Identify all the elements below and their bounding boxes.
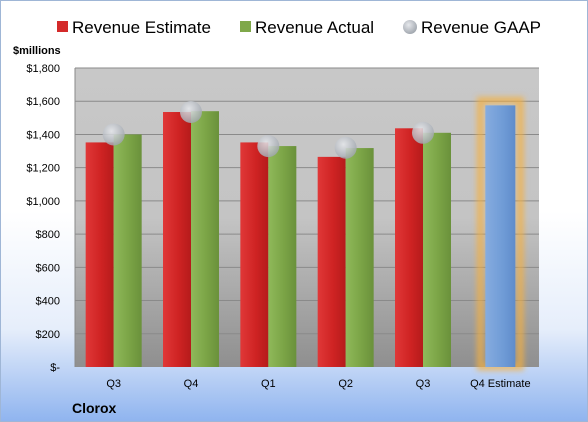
bars bbox=[85, 96, 524, 371]
x-tick-label: Q1 bbox=[261, 378, 276, 390]
x-axis: Q3 Q4 Q1 Q2 Q3 Q4 Estimate bbox=[106, 378, 530, 390]
legend-swatch-estimate bbox=[57, 21, 68, 32]
bar-revenue-actual bbox=[268, 146, 297, 367]
y-tick-label: $- bbox=[50, 362, 60, 374]
company-label: Clorox bbox=[72, 400, 117, 416]
legend-swatch-actual bbox=[240, 21, 251, 32]
x-tick-label: Q3 bbox=[416, 378, 431, 390]
y-axis: $- $200 $400 $600 $800 $1,000 $1,200 $1,400 $1,6… bbox=[26, 63, 76, 374]
y-unit-label: $millions bbox=[13, 45, 61, 57]
x-tick-label: Q2 bbox=[338, 378, 353, 390]
y-tick-label: $1,200 bbox=[26, 163, 60, 175]
bar-revenue-actual bbox=[113, 134, 142, 367]
marker-revenue-gaap bbox=[102, 123, 125, 146]
y-tick-label: $1,600 bbox=[26, 96, 60, 108]
bar-revenue-estimate bbox=[317, 156, 346, 367]
marker-revenue-gaap bbox=[180, 101, 202, 124]
gridlines bbox=[75, 67, 539, 335]
y-tick-label: $1,800 bbox=[26, 63, 60, 75]
x-tick-label: Q4 Estimate bbox=[470, 378, 531, 390]
y-tick-label: $1,400 bbox=[26, 129, 60, 141]
gaap-markers bbox=[102, 101, 434, 159]
x-tick-label: Q4 bbox=[184, 378, 199, 390]
marker-revenue-gaap bbox=[334, 136, 357, 159]
marker-revenue-gaap bbox=[257, 135, 280, 158]
y-tick-label: $800 bbox=[36, 229, 60, 241]
bar-revenue-estimate bbox=[240, 142, 269, 367]
legend-label-actual: Revenue Actual bbox=[255, 18, 374, 37]
bar-revenue-actual bbox=[191, 111, 219, 367]
legend-label-estimate: Revenue Estimate bbox=[72, 18, 211, 37]
y-tick-label: $600 bbox=[36, 262, 60, 274]
legend: Revenue Estimate Revenue Actual Revenue … bbox=[57, 18, 541, 37]
marker-revenue-gaap bbox=[412, 121, 434, 144]
plot-area bbox=[75, 68, 539, 367]
bar-q4-estimate bbox=[485, 105, 516, 367]
legend-swatch-gaap bbox=[403, 20, 417, 34]
bar-revenue-actual bbox=[345, 148, 374, 367]
y-tick-label: $200 bbox=[36, 329, 60, 341]
bar-revenue-estimate bbox=[163, 112, 191, 368]
legend-label-gaap: Revenue GAAP bbox=[421, 18, 541, 37]
y-tick-label: $1,000 bbox=[26, 196, 60, 208]
x-tick-label: Q3 bbox=[106, 378, 121, 390]
bar-revenue-estimate bbox=[395, 128, 423, 367]
y-tick-label: $400 bbox=[36, 296, 60, 308]
bar-revenue-actual bbox=[423, 132, 451, 367]
bar-revenue-estimate bbox=[85, 142, 114, 367]
